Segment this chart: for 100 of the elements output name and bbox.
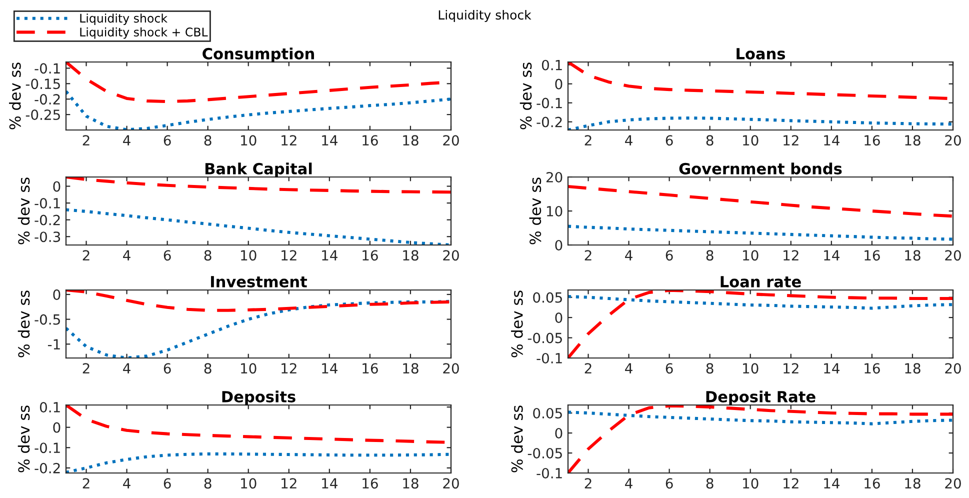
x-tick-label: 14 [824, 478, 840, 488]
x-tick-label: 6 [164, 135, 171, 146]
x-tick-label: 18 [905, 135, 920, 146]
y-tick-label: -0.2 [536, 116, 562, 128]
x-tick-label: 10 [241, 363, 256, 374]
x-tick-label: 20 [443, 478, 459, 489]
y-tick-label: -0.15 [26, 78, 60, 90]
y-axis-title: % dev ss [9, 62, 21, 130]
x-tick-label: 18 [403, 135, 418, 146]
x-tick-label: 20 [443, 250, 459, 261]
chart-title: Government bonds [679, 162, 842, 174]
y-axis-title: % dev ss [520, 62, 532, 130]
x-tick-label: 14 [322, 478, 338, 488]
y-tick-label: -0.2 [34, 94, 60, 105]
x-tick-label: 10 [743, 363, 758, 374]
y-tick-label: -0.1 [34, 442, 60, 454]
x-tick-label: 16 [864, 478, 880, 489]
x-tick-label: 4 [123, 363, 130, 374]
x-tick-label: 14 [824, 250, 840, 260]
y-tick-label: -1 [48, 339, 60, 350]
x-tick-label: 12 [784, 363, 798, 374]
x-tick-label: 8 [706, 363, 714, 374]
x-tick-label: 10 [241, 478, 256, 489]
text: Liquidity shock [438, 10, 532, 22]
y-tick-label: -0.1 [536, 98, 562, 108]
x-tick-label: 8 [204, 250, 212, 261]
x-tick-label: 20 [945, 478, 961, 489]
x-tick-label: 2 [82, 250, 90, 260]
chart-title: Investment [211, 276, 308, 288]
x-tick-label: 12 [282, 250, 296, 260]
x-tick-label: 4 [625, 250, 632, 260]
y-axis-title: % dev ss [529, 178, 542, 244]
y-tick-label: -0.25 [26, 110, 60, 120]
y-tick-label: 0.1 [40, 402, 60, 413]
chart-title: Loans [736, 48, 786, 60]
y-tick-label: 0 [53, 181, 60, 192]
x-tick-label: 10 [743, 478, 758, 489]
x-tick-label: 16 [362, 478, 378, 489]
x-tick-label: 4 [625, 363, 632, 374]
x-tick-label: 18 [905, 250, 920, 261]
y-tick-label: 0 [555, 78, 562, 90]
x-tick-label: 8 [204, 363, 212, 374]
chart-title: Consumption [202, 48, 314, 62]
x-tick-label: 12 [282, 135, 296, 146]
x-tick-label: 2 [584, 250, 592, 260]
x-tick-label: 8 [204, 478, 212, 489]
chart-title: Deposits [222, 390, 296, 406]
y-tick-label: 0 [555, 312, 562, 323]
x-tick-label: 12 [784, 135, 798, 146]
x-tick-label: 14 [322, 363, 338, 374]
x-tick-label: 12 [784, 250, 798, 260]
x-tick-label: 14 [322, 135, 338, 146]
x-tick-label: 10 [743, 135, 758, 146]
x-tick-label: 4 [625, 135, 632, 146]
x-tick-label: 6 [666, 363, 673, 374]
x-tick-label: 2 [584, 135, 592, 146]
x-tick-label: 18 [403, 363, 418, 374]
y-tick-label: -0.1 [536, 468, 562, 478]
y-axis-title: % dev ss [18, 290, 30, 358]
x-tick-label: 16 [362, 250, 378, 261]
x-tick-label: 6 [666, 250, 673, 261]
y-axis-title: % dev ss [18, 406, 30, 472]
x-tick-label: 18 [403, 250, 418, 261]
y-axis-title: % dev ss [511, 290, 523, 358]
x-tick-label: 8 [706, 478, 714, 489]
chart-title: Deposit Rate [706, 390, 816, 406]
x-tick-label: 2 [82, 363, 90, 374]
y-tick-label: 0 [53, 289, 60, 300]
y-tick-label: -0.5 [34, 314, 60, 325]
legend-label: Liquidity shock + CBL [80, 27, 208, 39]
x-tick-label: 6 [666, 135, 673, 146]
line-series [568, 184, 953, 218]
x-tick-label: 16 [864, 363, 880, 374]
y-tick-label: 0 [555, 428, 562, 438]
y-tick-label: -0.2 [34, 214, 60, 226]
x-tick-label: 16 [362, 135, 378, 146]
y-tick-label: -0.05 [528, 332, 562, 344]
y-tick-label: 0 [53, 422, 60, 433]
x-tick-label: 8 [706, 135, 714, 146]
x-tick-label: 6 [164, 363, 171, 374]
y-tick-label: -0.1 [34, 63, 60, 74]
x-tick-label: 6 [666, 478, 673, 489]
y-tick-label: 0.05 [533, 408, 562, 418]
x-tick-label: 10 [241, 135, 256, 146]
y-tick-label: -0.2 [34, 462, 60, 474]
y-tick-label: -0.05 [528, 448, 562, 458]
x-tick-label: 20 [945, 363, 961, 374]
x-tick-label: 10 [743, 250, 758, 261]
y-tick-label: 20 [546, 172, 562, 182]
x-tick-label: 4 [123, 135, 130, 146]
line-series [568, 290, 953, 358]
x-tick-label: 6 [164, 250, 171, 261]
x-tick-label: 2 [82, 135, 90, 146]
x-tick-label: 4 [625, 478, 632, 488]
y-tick-label: -0.1 [34, 198, 60, 208]
x-tick-label: 2 [584, 478, 592, 488]
legend-label: Liquidity shock [80, 14, 168, 25]
x-tick-label: 4 [123, 250, 130, 260]
x-tick-label: 20 [443, 135, 459, 146]
y-tick-label: 0.1 [542, 60, 562, 70]
